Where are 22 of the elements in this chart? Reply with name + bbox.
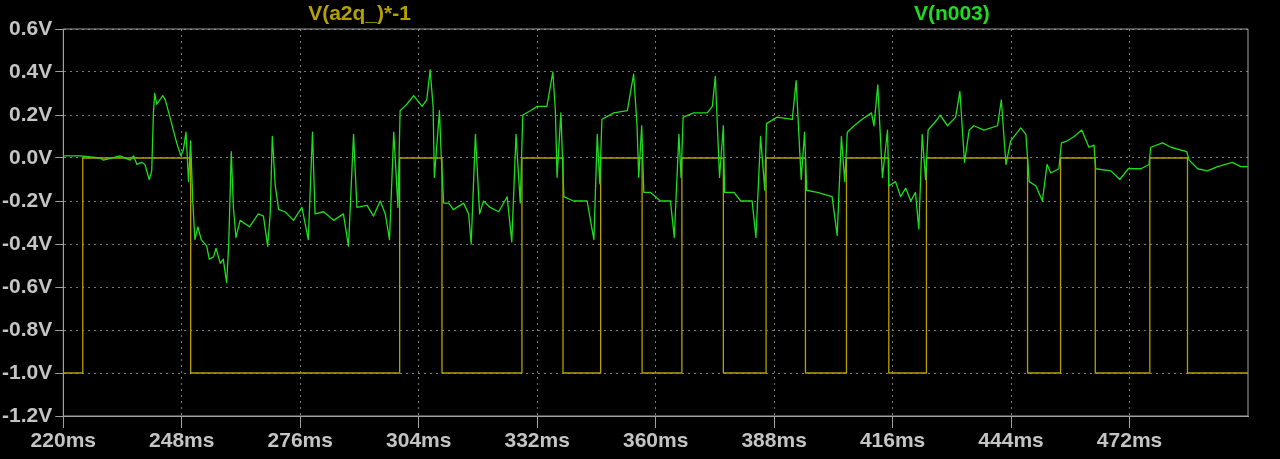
- y-tick-label: -1.2V: [2, 402, 53, 426]
- y-tick-label: -0.8V: [2, 316, 53, 340]
- x-tick-label: 416ms: [859, 428, 926, 452]
- x-tick-label: 388ms: [741, 428, 807, 452]
- x-tick-label: 220ms: [30, 428, 96, 452]
- x-tick-label: 248ms: [149, 428, 215, 452]
- x-tick-label: 276ms: [267, 428, 333, 452]
- y-tick-label: -0.4V: [2, 230, 53, 254]
- y-tick-label: -0.6V: [2, 273, 53, 297]
- y-tick-label: -0.2V: [2, 187, 53, 211]
- text: V(a2q_)*-1: [308, 1, 412, 25]
- y-tick-label: -1.0V: [2, 359, 53, 383]
- x-tick-label: 472ms: [1096, 428, 1163, 452]
- y-tick-label: 0.6V: [9, 15, 53, 39]
- x-tick-label: 304ms: [386, 428, 452, 452]
- y-tick-label: 0.4V: [9, 58, 53, 82]
- x-tick-label: 360ms: [622, 428, 689, 452]
- x-tick-label: 444ms: [978, 428, 1044, 452]
- y-tick-label: 0.0V: [9, 144, 53, 168]
- x-tick-label: 332ms: [504, 428, 570, 452]
- text: V(n003): [913, 1, 990, 25]
- y-tick-label: 0.2V: [9, 101, 53, 125]
